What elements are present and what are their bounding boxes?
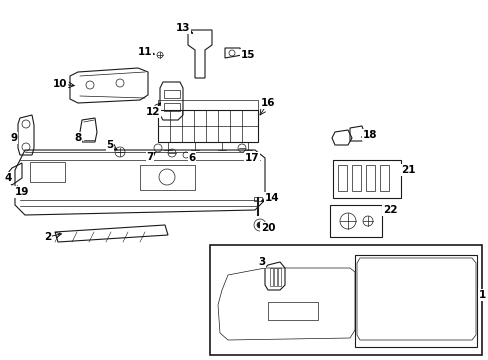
- Bar: [365, 165, 374, 191]
- Text: 16: 16: [260, 98, 275, 108]
- Text: 12: 12: [145, 107, 160, 117]
- Bar: [337, 165, 346, 191]
- Text: 3: 3: [258, 257, 265, 267]
- Text: 14: 14: [264, 193, 279, 203]
- Bar: [269, 268, 272, 286]
- Text: 1: 1: [477, 290, 485, 300]
- Bar: [273, 268, 276, 286]
- Bar: [267, 302, 317, 320]
- Text: 5: 5: [106, 140, 113, 150]
- Bar: [332, 160, 400, 198]
- Text: 17: 17: [244, 153, 259, 163]
- Text: 11: 11: [138, 47, 152, 57]
- Text: 20: 20: [260, 223, 275, 233]
- Text: 2: 2: [44, 232, 52, 242]
- Text: 18: 18: [362, 130, 376, 140]
- Bar: [329, 205, 381, 237]
- Text: 10: 10: [53, 79, 67, 89]
- Text: 9: 9: [10, 133, 18, 143]
- Text: 8: 8: [74, 133, 81, 143]
- Bar: [140, 165, 195, 190]
- Bar: [30, 162, 65, 182]
- Bar: [379, 165, 388, 191]
- Text: 22: 22: [382, 205, 396, 215]
- Text: 4: 4: [4, 173, 12, 183]
- Text: 13: 13: [175, 23, 190, 33]
- Bar: [163, 103, 180, 111]
- Text: 15: 15: [240, 50, 255, 60]
- Circle shape: [257, 222, 263, 228]
- Bar: [158, 100, 258, 110]
- Text: 21: 21: [400, 165, 414, 175]
- Bar: [354, 255, 476, 347]
- Bar: [278, 268, 281, 286]
- Bar: [163, 90, 180, 98]
- Text: 6: 6: [188, 153, 195, 163]
- Text: 7: 7: [146, 152, 153, 162]
- Bar: [209, 245, 481, 355]
- Text: 19: 19: [15, 187, 29, 197]
- Bar: [351, 165, 360, 191]
- Bar: [253, 197, 262, 201]
- Bar: [158, 110, 258, 142]
